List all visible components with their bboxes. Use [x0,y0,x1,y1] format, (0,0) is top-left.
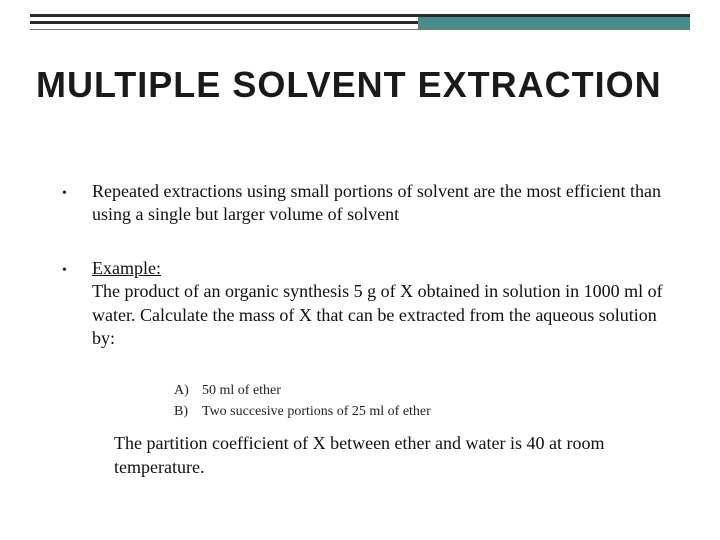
slide-container: MULTIPLE SOLVENT EXTRACTION • Repeated e… [0,0,720,540]
sub-list: A) 50 ml of ether B) Two succesive porti… [174,380,682,422]
closing-text: The partition coefficient of X between e… [114,432,662,479]
teal-accent-bar [418,17,690,29]
sub-label: A) [174,380,202,401]
slide-title: MULTIPLE SOLVENT EXTRACTION [36,64,662,106]
sub-label: B) [174,401,202,422]
bullet-text: Repeated extractions using small portion… [92,180,682,227]
example-body: The product of an organic synthesis 5 g … [92,281,663,348]
bullet-marker: • [62,180,92,204]
sub-text: Two succesive portions of 25 ml of ether [202,401,431,422]
bullet-text: Example: The product of an organic synth… [92,257,682,351]
bullet-item: • Repeated extractions using small porti… [62,180,682,227]
rule-3 [30,29,690,30]
bullet-item: • Example: The product of an organic syn… [62,257,682,351]
example-label: Example: [92,258,161,278]
bullet-marker: • [62,257,92,281]
sub-text: 50 ml of ether [202,380,281,401]
body-content: • Repeated extractions using small porti… [62,180,682,479]
sub-item: A) 50 ml of ether [174,380,682,401]
sub-item: B) Two succesive portions of 25 ml of et… [174,401,682,422]
